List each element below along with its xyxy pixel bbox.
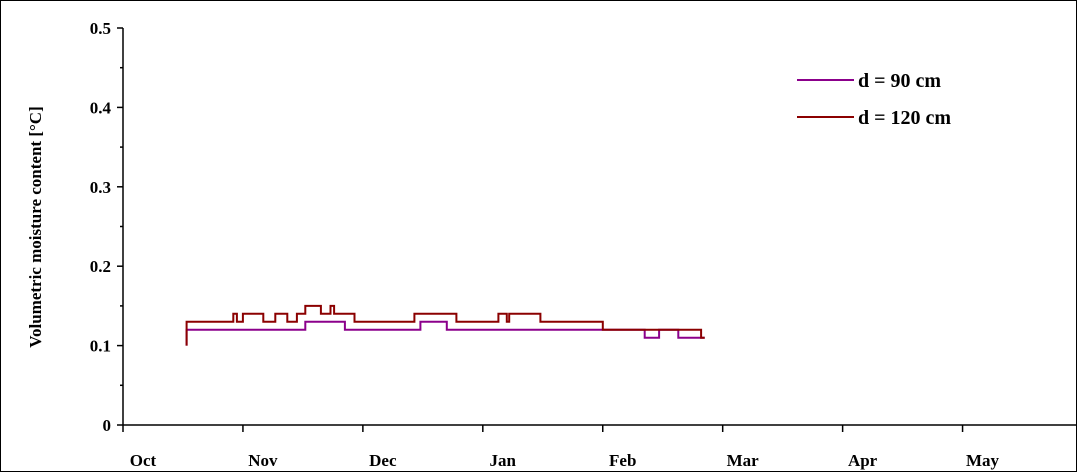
series-line-1 <box>185 320 705 346</box>
y-tick-label: 0.4 <box>90 98 112 117</box>
legend-label-2: d = 120 cm <box>858 107 951 129</box>
y-axis-title: Volumetric moisture content [°C] <box>26 106 45 347</box>
x-tick-label: Jan <box>490 451 517 470</box>
x-tick-label: Feb <box>609 451 636 470</box>
x-tick-label: Nov <box>248 451 278 470</box>
legend-label-1: d = 90 cm <box>858 70 941 92</box>
y-tick-label: 0.3 <box>90 178 111 197</box>
x-tick-label: May <box>966 451 1000 470</box>
y-tick-label: 0 <box>103 416 112 435</box>
y-tick-label: 0.1 <box>90 337 111 356</box>
x-tick-label: Oct <box>130 451 157 470</box>
y-tick-label: 0.2 <box>90 257 111 276</box>
series-line-2 <box>185 304 705 346</box>
x-tick-label: Dec <box>369 451 397 470</box>
x-tick-label: Apr <box>848 451 878 470</box>
y-tick-label: 0.5 <box>90 19 111 38</box>
x-tick-label: Mar <box>727 451 760 470</box>
plot-area: 0 0.1 0.2 0.3 0.4 0.5 Oct Nov Dec Jan Feb Mar Apr May… <box>90 19 1077 470</box>
